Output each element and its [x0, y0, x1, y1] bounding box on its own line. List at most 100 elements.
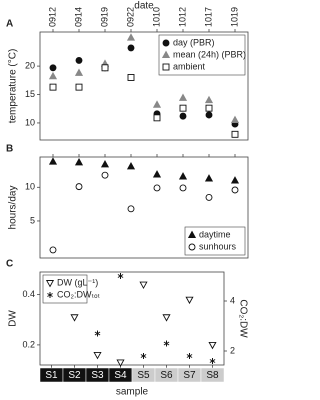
x-tick-label: S5: [137, 370, 150, 381]
data-point: [116, 359, 125, 367]
data-point: [205, 111, 213, 119]
legend-box: [158, 34, 246, 76]
data-point: [208, 341, 217, 350]
x-tick-label: 1012: [177, 7, 187, 27]
data-point: [179, 104, 187, 112]
panel-label: C: [6, 259, 13, 270]
y-axis-label: temperature (°C): [8, 49, 19, 124]
legend-marker: [47, 292, 53, 298]
data-point: [93, 351, 102, 360]
y2-axis-label: CO₂:DW: [237, 299, 248, 338]
data-point: [101, 64, 109, 72]
y-tick-label: 10: [25, 117, 35, 127]
data-point: [117, 273, 124, 279]
data-point: [178, 93, 188, 101]
x-tick-label: 1017: [203, 7, 213, 27]
data-point: [49, 246, 57, 254]
data-point: [100, 159, 110, 168]
data-point: [49, 64, 57, 72]
legend-label: sunhours: [199, 241, 237, 251]
data-point: [127, 74, 135, 81]
x-tick-label: 0922: [125, 7, 135, 27]
legend-marker: [188, 243, 196, 251]
y-axis-label: DW: [8, 310, 19, 327]
legend-box: [184, 226, 246, 256]
legend-label: daytime: [199, 229, 231, 239]
y-tick-label: 5: [30, 215, 35, 225]
legend-label: CO₂:DWₜₒₜ: [57, 289, 101, 299]
x-tick-label: 0919: [99, 7, 109, 27]
x-tick-label: S3: [91, 370, 104, 381]
data-point: [94, 330, 101, 337]
legend-marker: [162, 39, 170, 47]
data-point: [153, 184, 161, 192]
x-tick-label: 0912: [47, 7, 57, 27]
x-tick-label: 1010: [151, 7, 161, 27]
x-axis-label: date: [134, 1, 154, 12]
data-point: [231, 186, 239, 194]
legend-box: [42, 274, 88, 304]
data-point: [140, 353, 147, 359]
legend-label: day (PBR): [173, 37, 215, 47]
y2-tick-label: 4: [230, 295, 235, 305]
data-point: [209, 358, 216, 364]
data-point: [48, 71, 58, 80]
x-tick-label: S2: [68, 370, 81, 381]
data-point: [75, 56, 83, 64]
data-point: [178, 172, 188, 180]
plot-frame: [39, 31, 249, 141]
y-tick-label: 0.2: [22, 339, 35, 349]
data-point: [126, 33, 136, 41]
x-axis-label: sample: [116, 387, 149, 398]
x-tick-label: S7: [183, 370, 196, 381]
data-point: [205, 104, 213, 112]
y-tick-label: 20: [25, 60, 35, 70]
x-tick-label: S4: [114, 370, 127, 381]
data-point: [204, 174, 214, 182]
data-point: [230, 176, 240, 184]
data-point: [205, 193, 213, 201]
x-tick-label: S6: [160, 370, 173, 381]
data-point: [126, 161, 136, 170]
legend-label: ambient: [173, 61, 206, 71]
data-point: [127, 44, 135, 52]
legend-marker: [161, 50, 171, 58]
data-point: [48, 157, 58, 165]
legend-label: mean (24h) (PBR): [173, 49, 246, 59]
y-tick-label: 10: [25, 182, 35, 192]
legend-marker: [187, 230, 197, 238]
y2-tick-label: 2: [230, 345, 235, 355]
x-tick-label: 0914: [73, 7, 83, 27]
plot-frame: [39, 271, 225, 366]
data-point: [153, 114, 161, 122]
data-point: [74, 68, 84, 76]
data-point: [179, 112, 187, 120]
data-point: [179, 184, 187, 192]
plot-frame: [39, 156, 249, 259]
panel-label: A: [6, 19, 13, 30]
data-point: [204, 95, 214, 104]
data-point: [185, 296, 194, 305]
data-point: [230, 115, 240, 124]
legend-marker: [45, 280, 55, 288]
panel-label: B: [6, 144, 13, 155]
legend-label: DW (gL⁻¹): [57, 277, 98, 287]
y-tick-label: 0.4: [22, 289, 35, 299]
x-tick-label: S8: [206, 370, 219, 381]
data-point: [152, 170, 162, 178]
legend-marker: [162, 63, 170, 71]
y-axis-label: hours/day: [8, 186, 19, 230]
data-point: [75, 183, 83, 191]
figure: A 10 15 20 temperature (°C) 0912 0914 0919 0922 1…: [6, 1, 249, 398]
data-point: [70, 314, 79, 322]
data-point: [74, 157, 84, 166]
data-point: [49, 83, 57, 91]
category-box: [200, 367, 225, 383]
data-point: [101, 171, 109, 179]
data-point: [186, 353, 193, 359]
y-tick-label: 15: [25, 89, 35, 99]
x-tick-label: S1: [45, 370, 58, 381]
x-tick-label: 1019: [229, 7, 239, 27]
data-point: [163, 340, 170, 347]
data-point: [152, 100, 162, 108]
